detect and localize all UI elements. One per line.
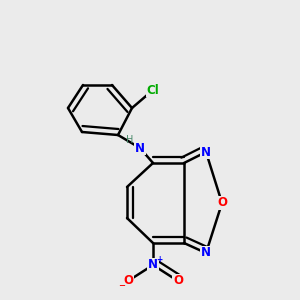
Text: +: + [156, 256, 162, 265]
Text: O: O [123, 274, 133, 287]
Text: N: N [201, 247, 211, 260]
Text: O: O [173, 274, 183, 287]
Text: O: O [217, 196, 227, 209]
Text: N: N [201, 146, 211, 158]
Text: N: N [135, 142, 145, 154]
Text: Cl: Cl [147, 83, 159, 97]
Text: −: − [118, 281, 125, 290]
Text: N: N [148, 259, 158, 272]
Text: H: H [126, 135, 134, 145]
